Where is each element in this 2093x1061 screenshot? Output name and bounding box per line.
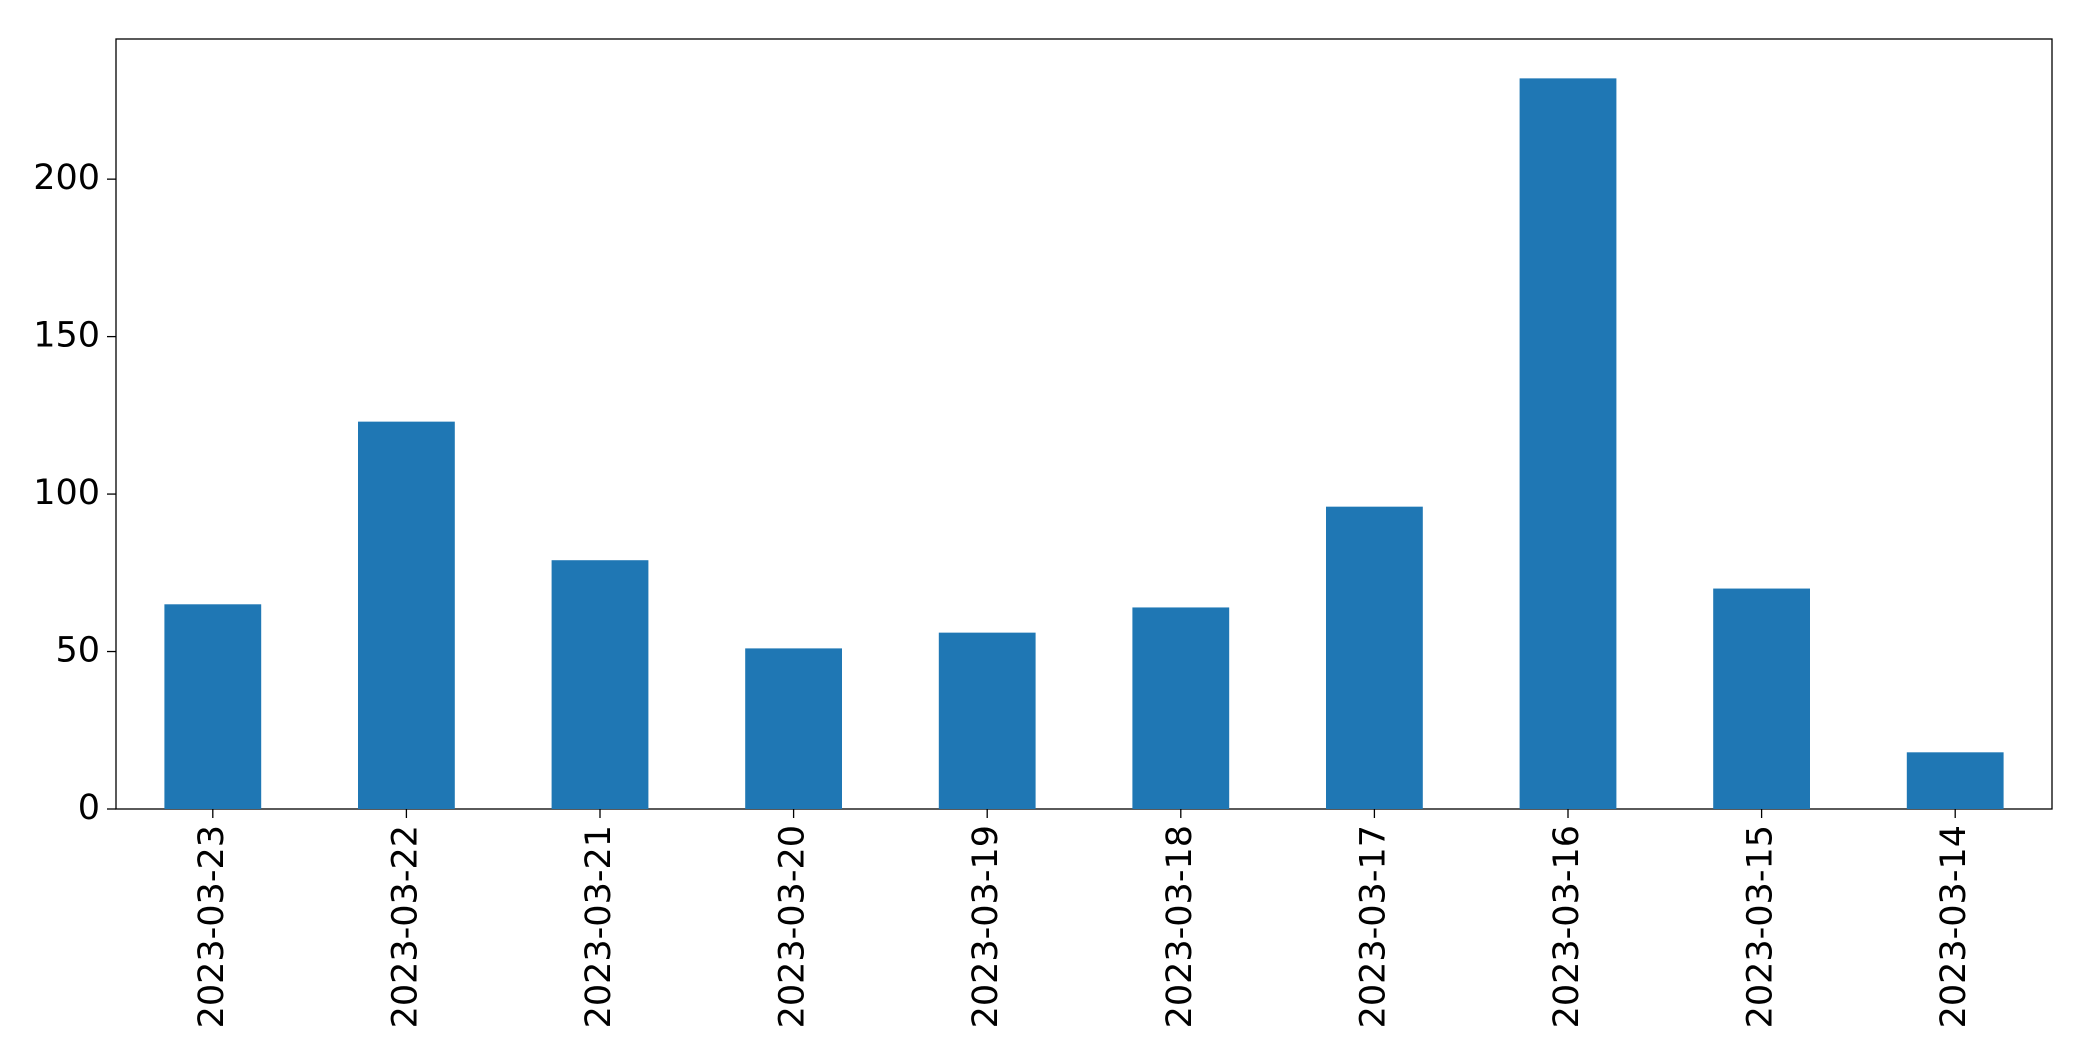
bar [938,632,1036,809]
bar [1713,588,1810,809]
x-tick-label: 2023-03-19 [966,825,1006,1028]
x-tick-label: 2023-03-18 [1160,825,1200,1028]
bar [1906,752,2004,809]
bar [745,648,842,809]
bar [358,421,455,809]
x-tick-label: 2023-03-14 [1934,825,1974,1028]
bar [551,560,649,809]
y-tick-label: 100 [33,473,100,513]
y-tick-label: 50 [55,631,100,671]
x-tick-label: 2023-03-16 [1547,825,1587,1028]
bar [1519,78,1617,810]
bar [1326,506,1423,809]
x-tick-label: 2023-03-20 [773,825,813,1028]
x-tick-label: 2023-03-22 [385,825,425,1028]
x-tick-label: 2023-03-17 [1353,825,1393,1028]
x-tick-label: 2023-03-15 [1741,825,1781,1028]
plot-frame [115,38,2053,810]
y-tick-label: 150 [33,316,100,356]
y-tick-label: 200 [33,158,100,198]
y-tick-label: 0 [78,788,100,828]
bar [164,604,262,809]
x-tick-label: 2023-03-21 [579,825,619,1028]
bar [1132,607,1230,809]
x-tick-label: 2023-03-23 [192,825,232,1028]
